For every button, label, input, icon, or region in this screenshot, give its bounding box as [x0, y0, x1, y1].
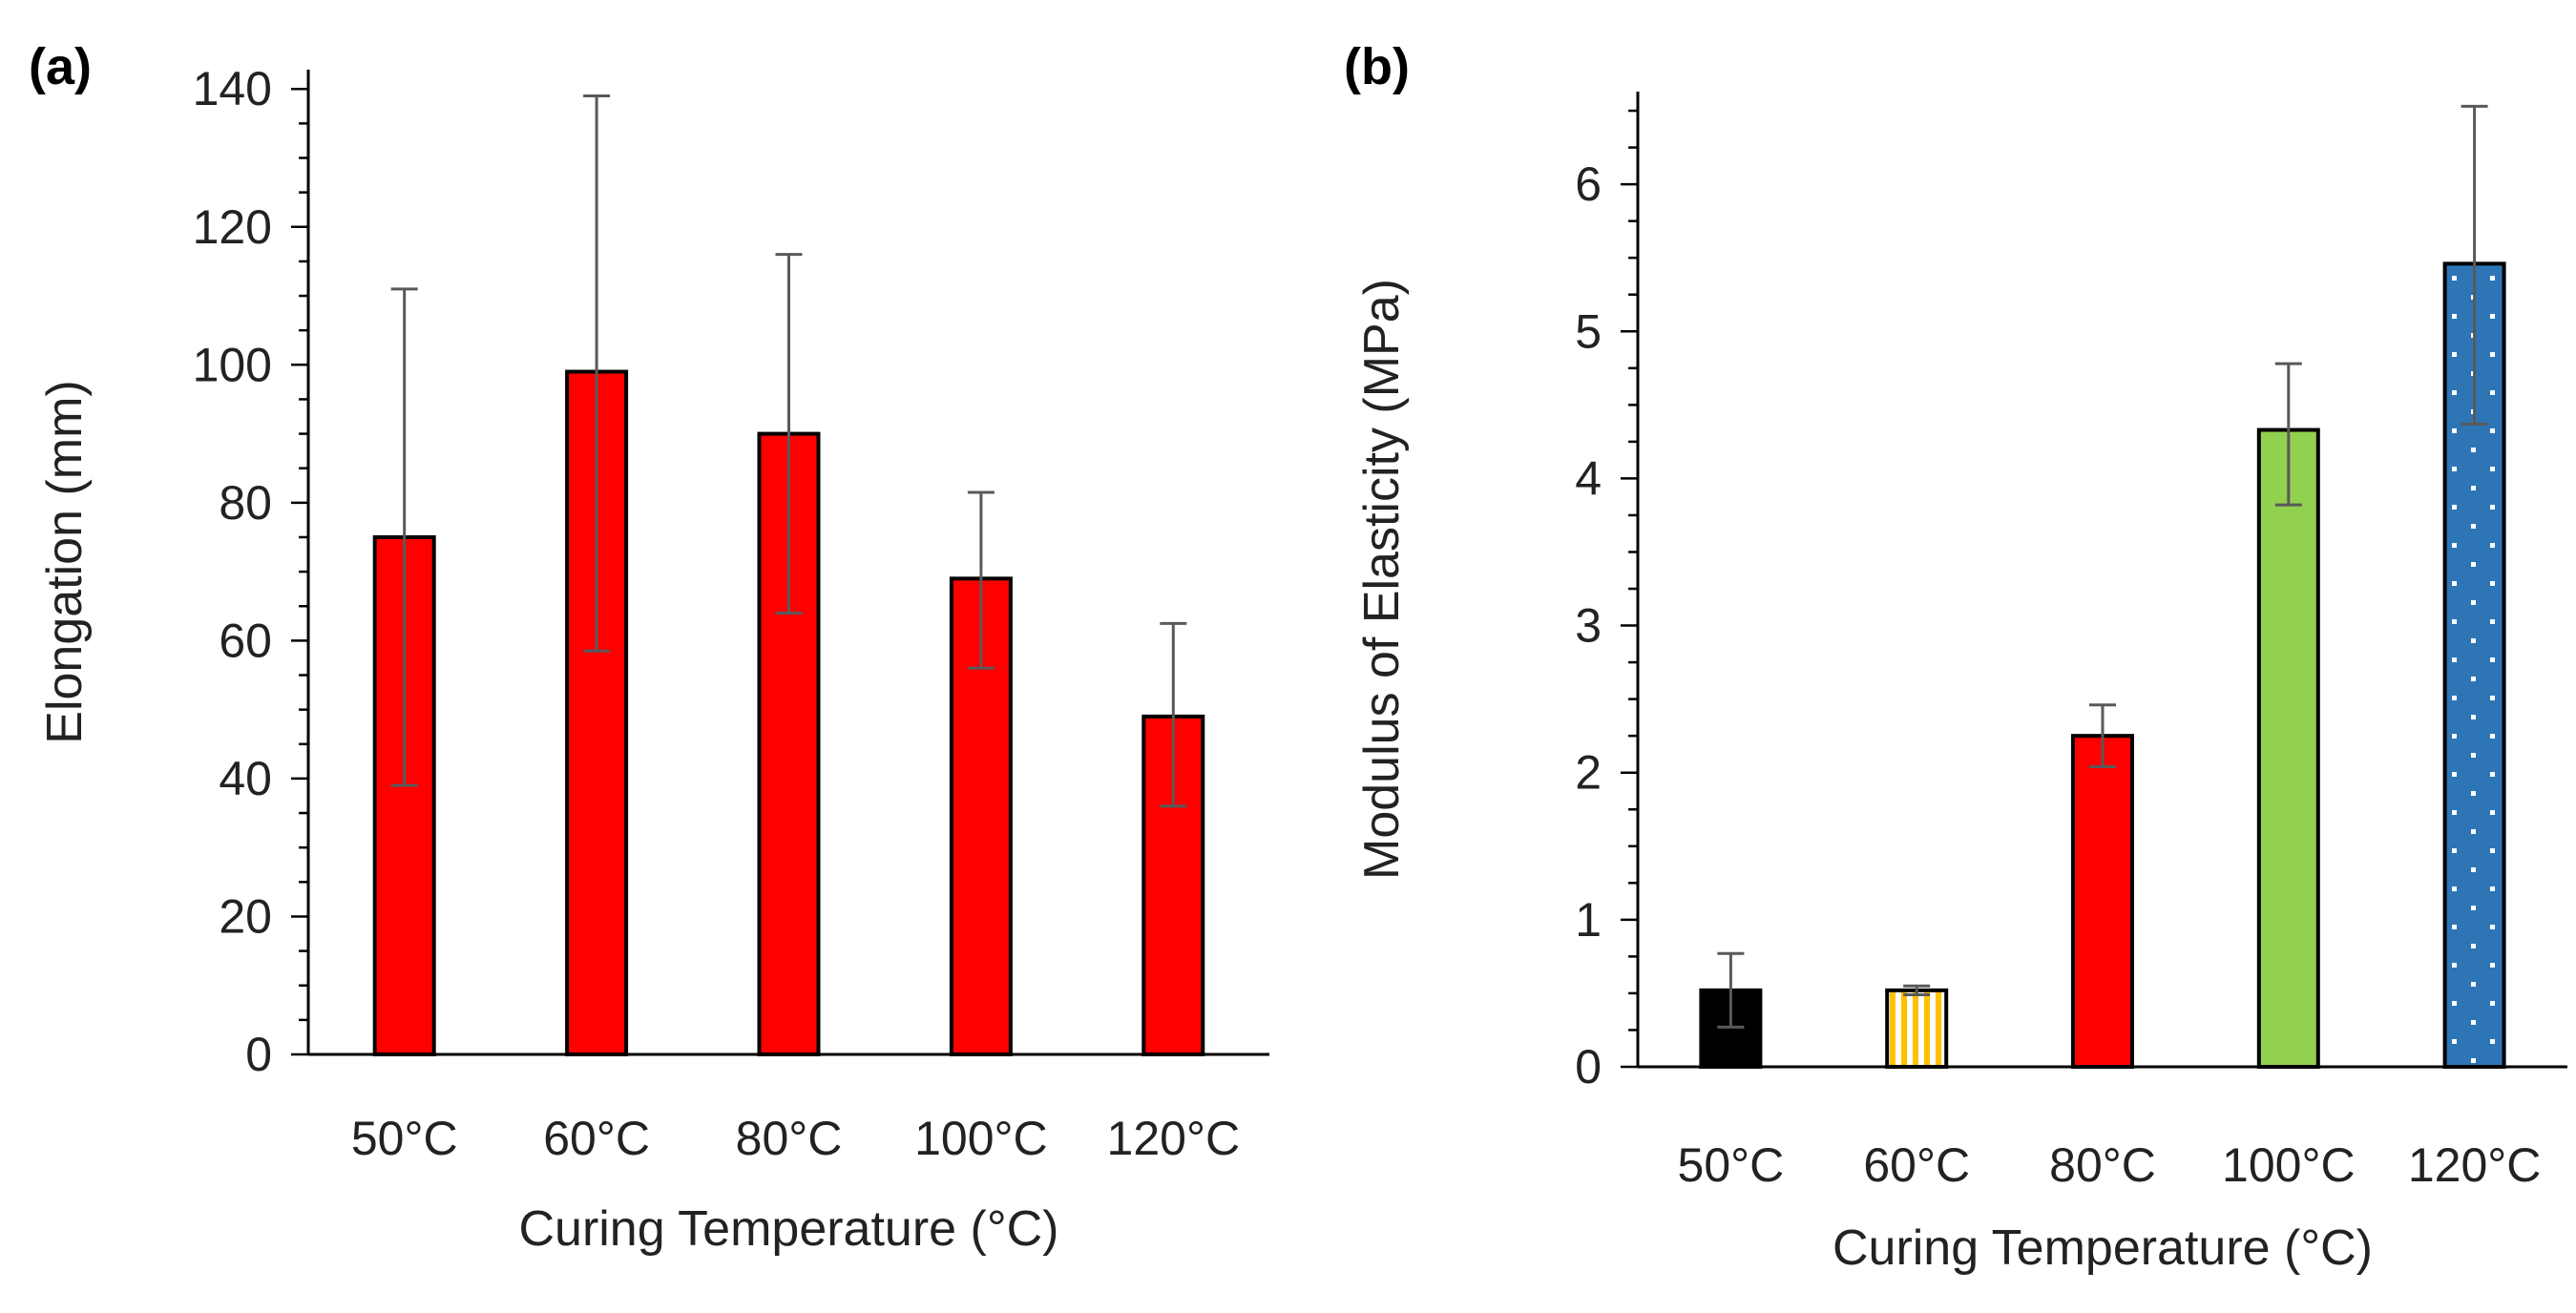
y-tick-label-a: 140 [193, 62, 272, 115]
y-tick-label-b: 1 [1575, 893, 1602, 947]
bar-b-2 [2071, 734, 2134, 1069]
y-axis-title-b: Modulus of Elasticity (MPa) [1354, 279, 1410, 880]
y-tick-label-a: 0 [245, 1028, 272, 1081]
x-tick-label-a-4: 120°C [1107, 1112, 1241, 1165]
y-tick-label-a: 40 [219, 752, 272, 805]
panel-b-label: (b) [1344, 38, 1410, 95]
bar-b-1 [1885, 988, 1949, 1069]
y-tick-label-a: 80 [219, 476, 272, 530]
y-tick-label-b: 5 [1575, 304, 1602, 358]
x-tick-label-b-2: 80°C [2049, 1138, 2156, 1192]
y-tick-label-a: 100 [193, 338, 272, 391]
y-tick-label-a: 60 [219, 614, 272, 667]
x-tick-label-a-1: 60°C [543, 1112, 650, 1165]
y-tick-label-b: 4 [1575, 451, 1602, 505]
x-tick-label-a-0: 50°C [351, 1112, 458, 1165]
y-tick-label-b: 6 [1575, 157, 1602, 211]
elongation-chart: 0 20 40 60 80 100 120 140 Elongation (mm) 50°C 60°… [37, 62, 1269, 1257]
y-tick-label-a: 20 [219, 889, 272, 943]
y-tick-label-b: 3 [1575, 599, 1602, 653]
x-tick-label-a-3: 100°C [914, 1112, 1048, 1165]
bar-b-3 [2256, 427, 2320, 1069]
x-tick-label-b-3: 100°C [2222, 1138, 2356, 1192]
panel-a-label: (a) [29, 38, 92, 95]
x-tick-label-a-2: 80°C [736, 1112, 843, 1165]
y-axis-title-a: Elongation (mm) [37, 380, 93, 743]
x-axis-title-b: Curing Temperature (°C) [1833, 1220, 2373, 1276]
y-tick-label-b: 2 [1575, 746, 1602, 800]
x-tick-label-b-0: 50°C [1678, 1138, 1785, 1192]
modulus-chart: 0 1 2 3 4 5 6 Modulus of Elasticity (MPa) 50°C 60… [1354, 92, 2567, 1276]
x-tick-label-b-1: 60°C [1863, 1138, 1970, 1192]
x-tick-label-b-4: 120°C [2408, 1138, 2542, 1192]
x-axis-title-a: Curing Temperature (°C) [518, 1201, 1058, 1257]
y-tick-label-a: 120 [193, 200, 272, 254]
y-tick-label-b: 0 [1575, 1040, 1602, 1094]
